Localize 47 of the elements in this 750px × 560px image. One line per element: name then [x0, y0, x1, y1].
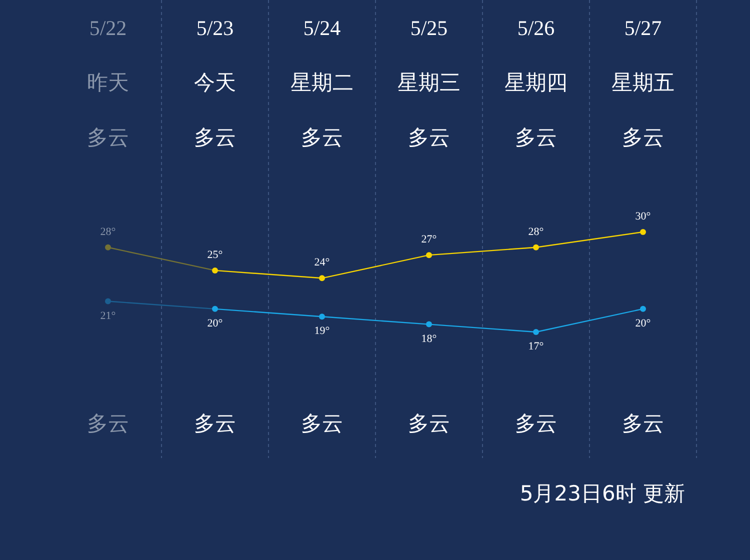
data-label: 24° [314, 256, 330, 269]
text: 多云 [301, 412, 343, 436]
text: 5月23日6时 更新 [520, 482, 685, 506]
text: 昨天 [87, 70, 129, 95]
data-label: 20° [635, 317, 651, 330]
text: 多云 [622, 412, 664, 436]
text: 多云 [87, 126, 129, 150]
text: 星期五 [612, 70, 674, 95]
data-label: 27° [421, 234, 437, 246]
point [426, 252, 432, 258]
data-label: 19° [314, 325, 330, 338]
point [212, 267, 218, 274]
data-label: 18° [421, 332, 437, 345]
text: 多云 [87, 412, 129, 436]
text: 星期二 [290, 70, 354, 95]
data-label: 21° [100, 310, 116, 322]
point [426, 321, 432, 328]
text: 星期四 [504, 70, 568, 95]
x-tick-label: 5/23 [196, 16, 234, 40]
x-tick-label: 5/25 [410, 16, 448, 40]
data-label: 28° [100, 226, 116, 238]
point [533, 244, 539, 250]
x-tick-label: 5/26 [517, 16, 555, 40]
text: 多云 [408, 412, 450, 436]
text: 多云 [408, 126, 450, 150]
data-label: 17° [528, 340, 544, 353]
text: 多云 [301, 126, 343, 150]
text: 多云 [194, 412, 236, 436]
text: 多云 [622, 126, 664, 150]
data-label: 20° [207, 317, 223, 330]
text: 今天 [194, 70, 236, 95]
point [212, 306, 218, 312]
data-label: 28° [528, 226, 544, 238]
x-tick-label: 5/22 [89, 16, 127, 40]
point [319, 275, 325, 282]
data-label: 30° [635, 210, 651, 223]
x-tick-label: 5/24 [303, 16, 342, 40]
x-tick-label: 5/27 [624, 16, 662, 40]
text: 多云 [194, 126, 236, 150]
text: 多云 [515, 126, 557, 150]
point [640, 229, 646, 235]
text: 多云 [515, 412, 557, 436]
point [533, 329, 539, 335]
text: 星期三 [398, 70, 460, 95]
point [319, 314, 325, 320]
point [640, 306, 646, 312]
data-label: 25° [207, 248, 223, 261]
